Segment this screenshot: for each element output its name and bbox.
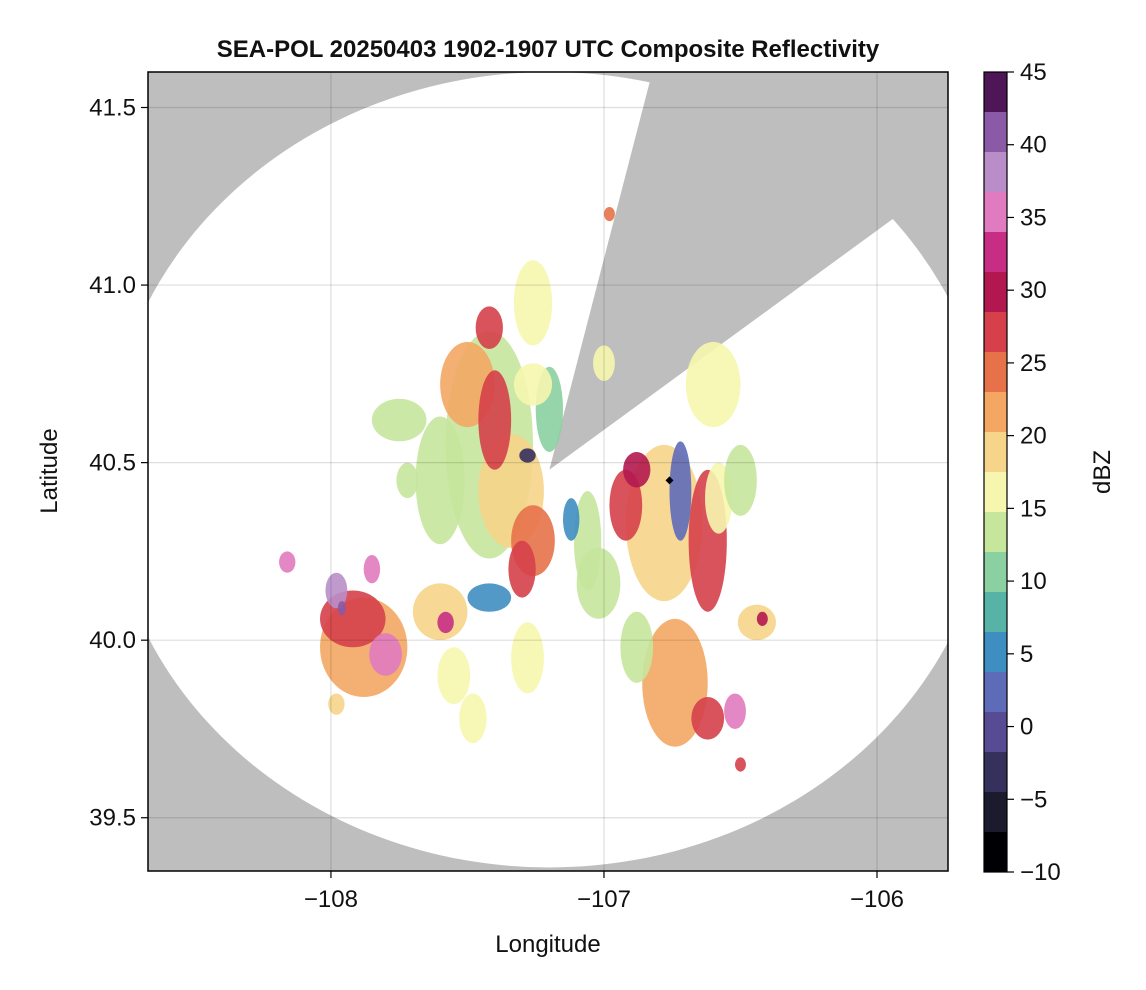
echo-cell-38 [337,601,346,616]
x-tick-label: −107 [577,886,631,913]
echo-cell-26 [620,611,654,683]
colorbar-tick-label: 35 [1020,204,1047,231]
echo-cell-27 [724,693,746,729]
echo-cell-41 [437,647,471,705]
colorbar: −10 −5 0 5 10 15 20 25 30 35 40 45 [983,59,1061,886]
plot-frame [147,71,949,872]
echo-cell-14 [609,469,643,541]
echo-cell-47 [603,206,615,222]
echo-cell-34 [369,633,402,676]
chart-title: SEA-POL 20250403 1902-1907 UTC Composite… [217,36,880,63]
colorbar-tick-label: 45 [1020,59,1047,86]
colorbar-tick-label: 30 [1020,277,1047,304]
echo-cell-9 [415,416,465,545]
colorbar-ticks: −10 −5 0 5 10 15 20 25 30 35 40 45 [1007,59,1061,886]
colorbar-tick-label: 10 [1020,568,1047,595]
echo-cell-17 [724,444,757,516]
colorbar-tick-label: 20 [1020,423,1047,450]
echo-cell-20 [669,441,692,541]
echo-cell-21 [563,498,580,541]
echo-cell-3 [478,370,512,470]
echo-cell-6 [508,540,536,598]
colorbar-tick-label: 25 [1020,350,1047,377]
x-axis-ticks: −108 −107 −106 [304,871,904,913]
echo-cell-5 [467,583,512,612]
radar-site-marker [665,476,674,485]
x-tick-label: −108 [304,886,358,913]
echo-layer [279,206,776,772]
echo-cell-30 [756,611,768,626]
echo-cell-42 [459,693,487,744]
echo-cell-25 [691,696,725,740]
y-tick-label: 40.5 [89,450,136,477]
echo-cell-7 [513,260,553,346]
echo-cell-23 [593,345,615,381]
y-tick-label: 39.5 [89,805,136,832]
plot-area [148,72,948,871]
y-axis-ticks: 39.5 40.0 40.5 41.0 41.5 [89,95,148,832]
colorbar-tick-label: 15 [1020,495,1047,522]
colorbar-tick-label: −5 [1020,786,1047,813]
grid-lines [148,72,948,871]
colorbar-frame [983,71,1008,873]
y-axis-label: Latitude [36,428,63,513]
echo-cell-46 [328,693,345,715]
echo-cell-45 [396,462,419,499]
colorbar-tick-label: 40 [1020,132,1047,159]
echo-cell-29 [737,604,776,641]
x-tick-label: −106 [850,886,904,913]
echo-cell-28 [735,757,746,772]
y-tick-label: 40.0 [89,627,136,654]
echo-cell-22 [519,448,536,463]
colorbar-label: dBZ [1089,450,1116,494]
echo-cell-15 [623,451,651,488]
echo-cell-8 [475,306,503,349]
y-tick-label: 41.5 [89,95,136,122]
echo-cell-37 [279,551,296,573]
echo-cell-31 [685,341,741,428]
echo-cell-40 [437,611,454,634]
y-tick-label: 41.0 [89,272,136,299]
echo-cell-43 [511,622,544,694]
echo-cell-44 [513,363,553,406]
x-axis-label: Longitude [495,931,600,958]
echo-cell-24 [642,618,708,747]
echo-cell-35 [325,572,348,609]
echo-cell-39 [412,583,468,641]
echo-cell-36 [363,554,381,584]
colorbar-tick-label: −10 [1020,859,1061,886]
echo-cell-19 [576,547,621,619]
colorbar-gradient [984,72,1007,872]
colorbar-tick-label: 0 [1020,714,1033,741]
blocked-sector [549,72,948,470]
colorbar-tick-label: 5 [1020,641,1033,668]
echo-cell-10 [371,398,427,442]
